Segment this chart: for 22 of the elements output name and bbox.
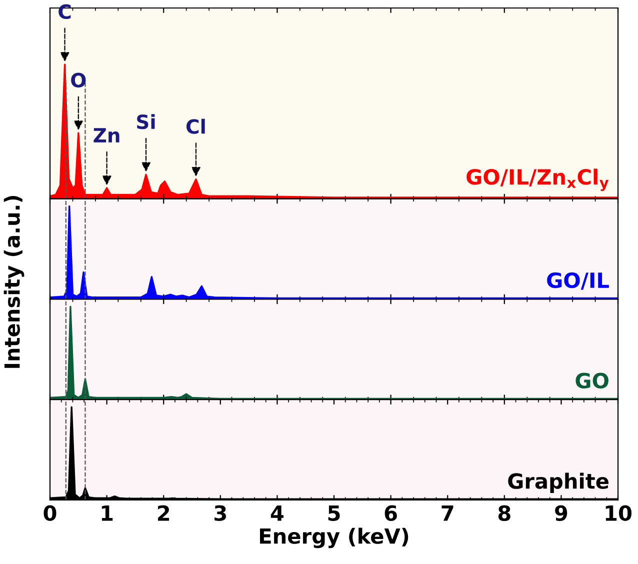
series-label: GO/IL/Zn$_{x}$Cl$_{y}$ bbox=[466, 168, 609, 192]
x-tick-label: 7 bbox=[442, 506, 454, 521]
series-label: GO bbox=[576, 372, 608, 389]
annotation: Zn bbox=[94, 128, 120, 142]
x-tick-label: 3 bbox=[214, 505, 226, 521]
x-tick-label: 5 bbox=[328, 506, 340, 521]
x-tick-label: 6 bbox=[384, 505, 397, 521]
x-tick-label: 10 bbox=[606, 505, 632, 521]
annotation: Si bbox=[137, 114, 155, 130]
series-label: GO/IL bbox=[547, 272, 609, 290]
x-tick-label: 8 bbox=[498, 505, 510, 521]
series-label: Graphite bbox=[508, 472, 608, 493]
x-tick-label: 4 bbox=[270, 506, 284, 521]
x-tick-label: 2 bbox=[158, 505, 170, 521]
x-tick-label: 9 bbox=[555, 505, 568, 521]
annotation: O bbox=[71, 72, 86, 88]
y-axis-title: Intensity (a.u.) bbox=[4, 196, 24, 368]
annotation: C bbox=[58, 4, 71, 19]
x-tick-label: 0 bbox=[44, 505, 56, 521]
annotation: Cl bbox=[186, 118, 205, 134]
x-axis-title: Energy (keV) bbox=[260, 528, 408, 548]
x-tick-label: 1 bbox=[102, 506, 113, 521]
